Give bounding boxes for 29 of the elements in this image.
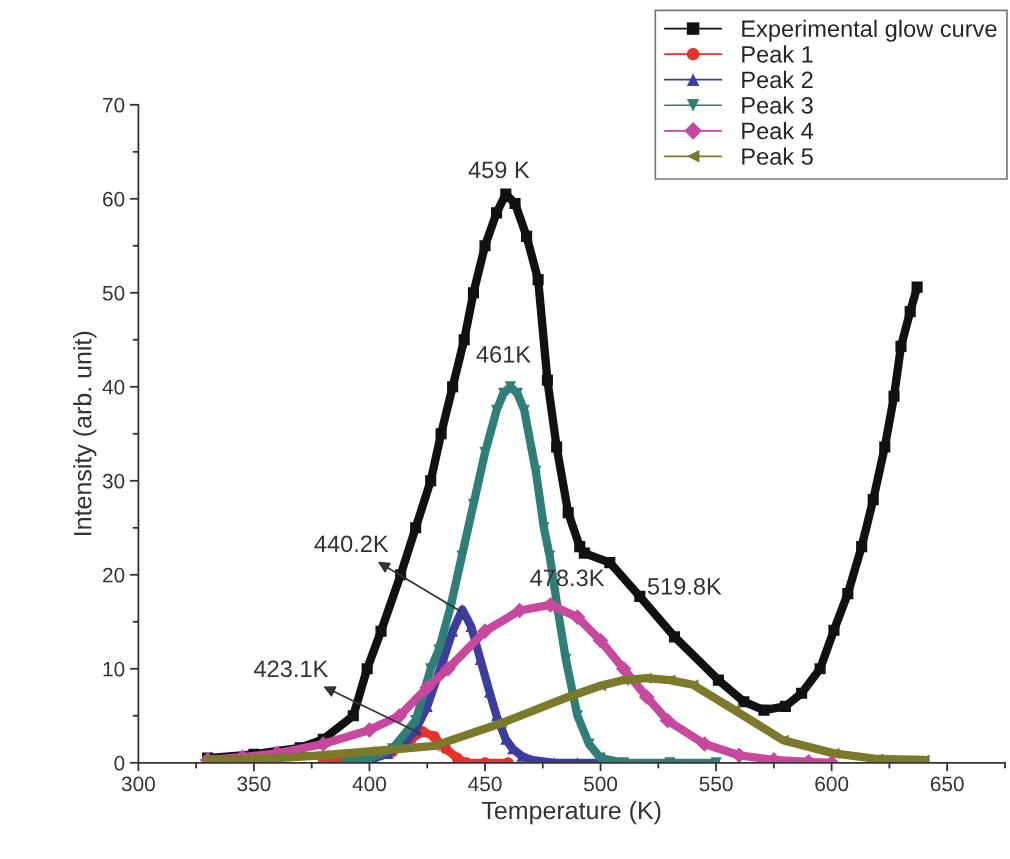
y-tick-label: 40	[102, 379, 125, 395]
x-tick-label: 350	[237, 776, 271, 792]
annotation: 459 K	[468, 161, 530, 179]
x-tick-label: 300	[121, 776, 155, 792]
y-tick-label: 70	[103, 97, 125, 113]
x-tick-label: 650	[930, 776, 964, 792]
y-tick-label: 60	[103, 191, 125, 207]
y-tick-label: 0	[114, 755, 125, 771]
annotation: 423.1K	[254, 660, 329, 678]
x-axis-title: Temperature (K)	[481, 800, 661, 825]
legend-label: Experimental glow curve	[742, 19, 997, 42]
x-tick-label: 600	[815, 776, 849, 792]
x-tick-label: 550	[699, 776, 733, 792]
annotation: 519.8K	[647, 578, 722, 595]
y-tick-label: 30	[102, 473, 125, 489]
y-tick-label: 10	[103, 661, 125, 677]
y-tick-label: 20	[103, 567, 125, 583]
legend-label: Peak 1	[742, 45, 813, 63]
y-axis-title: Intensity (arb. unit)	[73, 331, 97, 535]
legend-label: Peak 2	[742, 70, 813, 89]
annotation: 461K	[476, 345, 531, 363]
legend-label: Peak 4	[742, 121, 814, 140]
legend-label: Peak 3	[742, 96, 813, 114]
x-tick-label: 500	[584, 776, 618, 792]
annotation: 440.2K	[314, 535, 389, 553]
x-tick-label: 400	[352, 776, 387, 792]
x-tick-label: 450	[468, 776, 502, 792]
legend-label: Peak 5	[742, 147, 813, 165]
y-tick-label: 50	[102, 285, 125, 301]
